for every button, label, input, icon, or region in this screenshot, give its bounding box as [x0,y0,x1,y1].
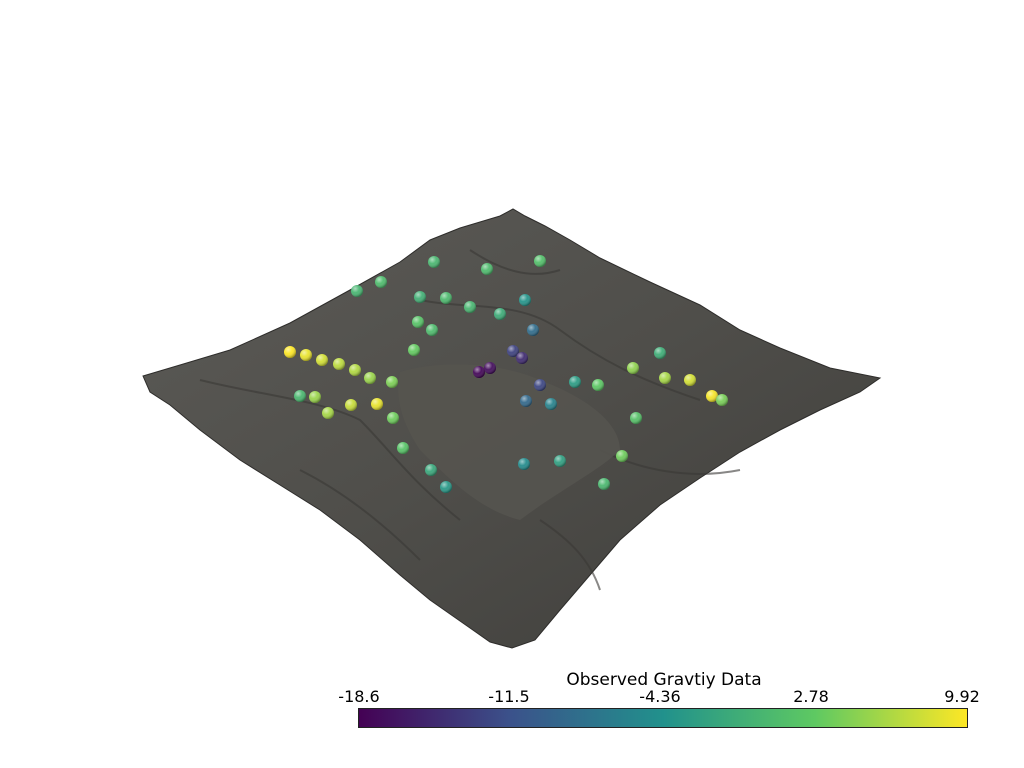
terrain-flat [398,364,620,520]
gravity-station [627,362,639,374]
gravity-station [414,291,426,303]
gravity-station [534,255,546,267]
gravity-station [440,292,452,304]
gravity-station [412,316,424,328]
colorbar-tick: 2.78 [793,687,829,706]
colorbar-tick: -11.5 [488,687,530,706]
gravity-station [494,308,506,320]
gravity-station [684,374,696,386]
gravity-station [520,395,532,407]
gravity-station [322,407,334,419]
gravity-station [598,478,610,490]
colorbar-tick: -18.6 [338,687,380,706]
gravity-station [481,263,493,275]
gravity-station [294,390,306,402]
gravity-station [659,372,671,384]
gravity-station [527,324,539,336]
gravity-station [364,372,376,384]
gravity-station [425,464,437,476]
gravity-station [518,458,530,470]
gravity-station [484,362,496,374]
gravity-station [616,450,628,462]
gravity-station [654,347,666,359]
gravity-station [300,349,312,361]
gravity-station [630,412,642,424]
gravity-station [534,379,546,391]
gravity-station [706,390,718,402]
gravity-station [554,455,566,467]
gravity-station [516,352,528,364]
gravity-station [519,294,531,306]
gravity-station [545,398,557,410]
colorbar [358,708,968,728]
gravity-station [386,376,398,388]
gravity-station [316,354,328,366]
gravity-station [333,358,345,370]
gravity-station [351,285,363,297]
gravity-stations [284,255,728,493]
gravity-station [473,366,485,378]
gravity-station [375,276,387,288]
gravity-station [426,324,438,336]
colorbar-tick: 9.92 [944,687,980,706]
gravity-station [284,346,296,358]
gravity-station [345,399,357,411]
colorbar-tick: -4.36 [639,687,681,706]
gravity-station [440,481,452,493]
gravity-station [371,398,383,410]
gravity-station [349,364,361,376]
gravity-station [716,394,728,406]
gravity-station [387,412,399,424]
gravity-station [592,379,604,391]
gravity-station [464,301,476,313]
colorbar-title: Observed Gravtiy Data [566,670,762,690]
gravity-station [309,391,321,403]
gravity-station [397,442,409,454]
gravity-station [408,344,420,356]
gravity-station [428,256,440,268]
gravity-station [507,345,519,357]
gravity-station [569,376,581,388]
